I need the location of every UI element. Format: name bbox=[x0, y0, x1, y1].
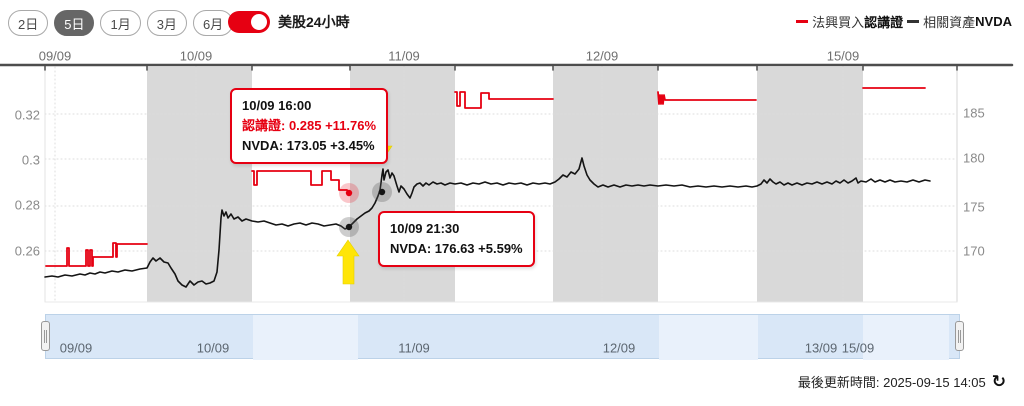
range-button-group: 2日 5日 1月 3月 6月 bbox=[8, 10, 234, 36]
warrant-point-marker bbox=[345, 189, 353, 197]
range-button-1月[interactable]: 1月 bbox=[100, 10, 141, 36]
warrant-series-line bbox=[454, 91, 554, 109]
annotation-arrow-up-icon bbox=[336, 239, 360, 285]
stock-point-marker bbox=[345, 223, 353, 231]
legend-item-nvda[interactable]: 相關資產 NVDA bbox=[907, 12, 1012, 31]
navigator-session-strip bbox=[659, 315, 758, 360]
warrant-series-line bbox=[251, 170, 350, 194]
navigator-left-handle[interactable] bbox=[41, 321, 50, 351]
range-button-3月[interactable]: 3月 bbox=[146, 10, 187, 36]
legend-series-name: NVDA bbox=[975, 14, 1012, 29]
legend-dash-icon bbox=[796, 20, 809, 23]
range-button-5日[interactable]: 5日 bbox=[54, 10, 95, 36]
us-24h-toggle[interactable] bbox=[228, 11, 270, 33]
toggle-knob bbox=[251, 14, 267, 30]
legend-item-warrant[interactable]: 法興買入 認講證 bbox=[796, 12, 903, 31]
tooltip-time: 10/09 21:30 bbox=[390, 221, 460, 236]
stock-point-marker bbox=[378, 188, 386, 196]
toolbar: 2日 5日 1月 3月 6月 美股24小時 法興買入 認講證 相關資產 NVDA bbox=[0, 0, 1024, 44]
tooltip-1009-1600: 10/09 16:00 認講證: 0.285 +11.76% NVDA: 173… bbox=[230, 88, 389, 165]
navigator-track[interactable]: 09/09 10/09 11/09 12/09 13/09 15/09 bbox=[45, 314, 960, 360]
chart-legend: 法興買入 認講證 相關資產 NVDA bbox=[796, 12, 1012, 31]
navigator-date-label: 10/09 bbox=[196, 340, 230, 356]
navigator-date-label: 11/09 bbox=[398, 340, 430, 356]
last-updated-text: 最後更新時間: 2025-09-15 14:05 bbox=[797, 375, 986, 390]
legend-prefix: 法興買入 bbox=[812, 15, 865, 30]
tooltip-1009-2130: 10/09 21:30 NVDA: 176.63 +5.59% bbox=[378, 211, 535, 268]
legend-prefix: 相關資產 bbox=[923, 15, 976, 30]
last-updated-bar: 最後更新時間: 2025-09-15 14:05 ↻ bbox=[798, 372, 1006, 391]
tooltip-time: 10/09 16:00 bbox=[242, 98, 312, 113]
refresh-icon[interactable]: ↻ bbox=[991, 372, 1006, 391]
navigator-date-label: 12/09 bbox=[602, 340, 636, 356]
legend-series-name: 認講證 bbox=[864, 15, 904, 30]
tooltip-warrant-value: 認講證: 0.285 +11.76% bbox=[242, 118, 377, 134]
navigator-date-label: 09/09 bbox=[59, 340, 93, 356]
toggle-label: 美股24小時 bbox=[278, 14, 350, 30]
tooltip-nvda-value: NVDA: 173.05 +3.45% bbox=[242, 138, 375, 154]
nvda-series-line bbox=[44, 157, 931, 288]
range-button-2日[interactable]: 2日 bbox=[8, 10, 49, 36]
navigator-date-label: 13/09 bbox=[804, 340, 838, 356]
navigator-session-strip bbox=[253, 315, 358, 360]
navigator-right-handle[interactable] bbox=[955, 321, 964, 351]
us-24h-toggle-wrap: 美股24小時 bbox=[228, 11, 350, 33]
range-button-6月[interactable]: 6月 bbox=[192, 10, 234, 36]
warrant-series-line bbox=[657, 91, 757, 105]
legend-dash-icon bbox=[907, 20, 920, 23]
navigator-session-strip bbox=[863, 315, 949, 360]
tooltip-nvda-value: NVDA: 176.63 +5.59% bbox=[390, 241, 523, 257]
navigator-date-label: 15/09 bbox=[841, 340, 875, 356]
warrant-series-line bbox=[45, 242, 148, 267]
